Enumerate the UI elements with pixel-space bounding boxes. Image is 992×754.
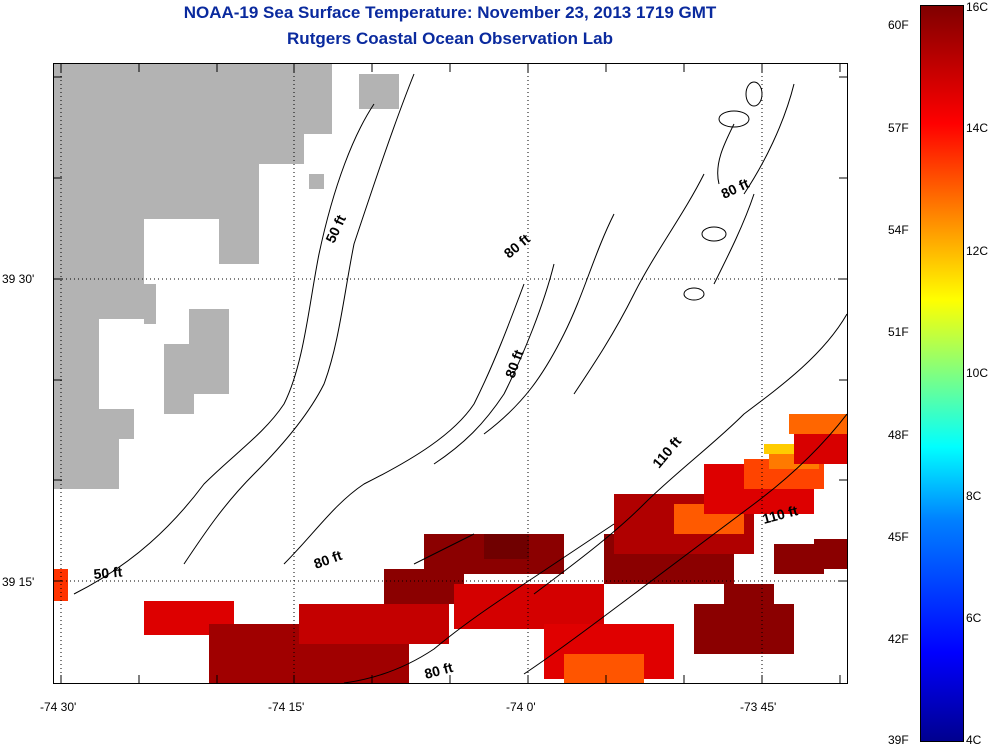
colorbar-f-label: 57F <box>888 121 909 135</box>
colorbar-f-label: 39F <box>888 733 909 747</box>
depth-label-50ft: 50 ft <box>322 212 349 245</box>
colorbar-f-label: 54F <box>888 223 909 237</box>
depth-label-110ft: 110 ft <box>649 433 684 471</box>
colorbar-c-label: 8C <box>966 489 982 503</box>
colorbar-f-label: 51F <box>888 325 909 339</box>
axis-ticks <box>54 64 847 683</box>
sst-map-canvas: 50 ft 80 ft 80 ft 80 ft 110 ft 110 ft 50… <box>54 64 847 683</box>
depth-label-80ft: 80 ft <box>312 547 345 572</box>
depth-label-80ft: 80 ft <box>719 175 752 202</box>
depth-label-80ft: 80 ft <box>502 347 527 380</box>
colorbar-f-label: 60F <box>888 18 909 32</box>
depth-label-50ft: 50 ft <box>93 564 123 582</box>
lon-label-74-15: -74 15' <box>268 700 305 714</box>
colorbar-c-label: 12C <box>966 244 989 258</box>
temperature-colorbar <box>920 5 964 742</box>
colorbar-f-label: 48F <box>888 428 909 442</box>
lon-label-74-30: -74 30' <box>40 700 77 714</box>
lat-label-39-30: 39 30' <box>2 272 35 286</box>
colorbar-c-label: 6C <box>966 611 982 625</box>
lon-label-73-45: -73 45' <box>740 700 777 714</box>
colorbar-f-label: 45F <box>888 530 909 544</box>
grid-lines <box>54 64 847 683</box>
depth-label-80ft: 80 ft <box>423 659 455 682</box>
map-title: NOAA-19 Sea Surface Temperature: Novembe… <box>183 3 717 22</box>
colorbar-c-label: 16C <box>966 0 989 14</box>
colorbar-f-label: 42F <box>888 632 909 646</box>
sst-map[interactable]: 50 ft 80 ft 80 ft 80 ft 110 ft 110 ft 50… <box>53 63 848 684</box>
lat-label-39-15: 39 15' <box>2 575 35 589</box>
map-subtitle: Rutgers Coastal Ocean Observation Lab <box>287 29 613 48</box>
land-area <box>54 64 399 489</box>
lon-label-74-0: -74 0' <box>506 700 536 714</box>
colorbar-c-label: 10C <box>966 366 989 380</box>
sst-pixels <box>54 414 847 683</box>
depth-contours <box>73 73 847 683</box>
colorbar-c-label: 14C <box>966 121 989 135</box>
colorbar-c-label: 4C <box>966 733 982 747</box>
